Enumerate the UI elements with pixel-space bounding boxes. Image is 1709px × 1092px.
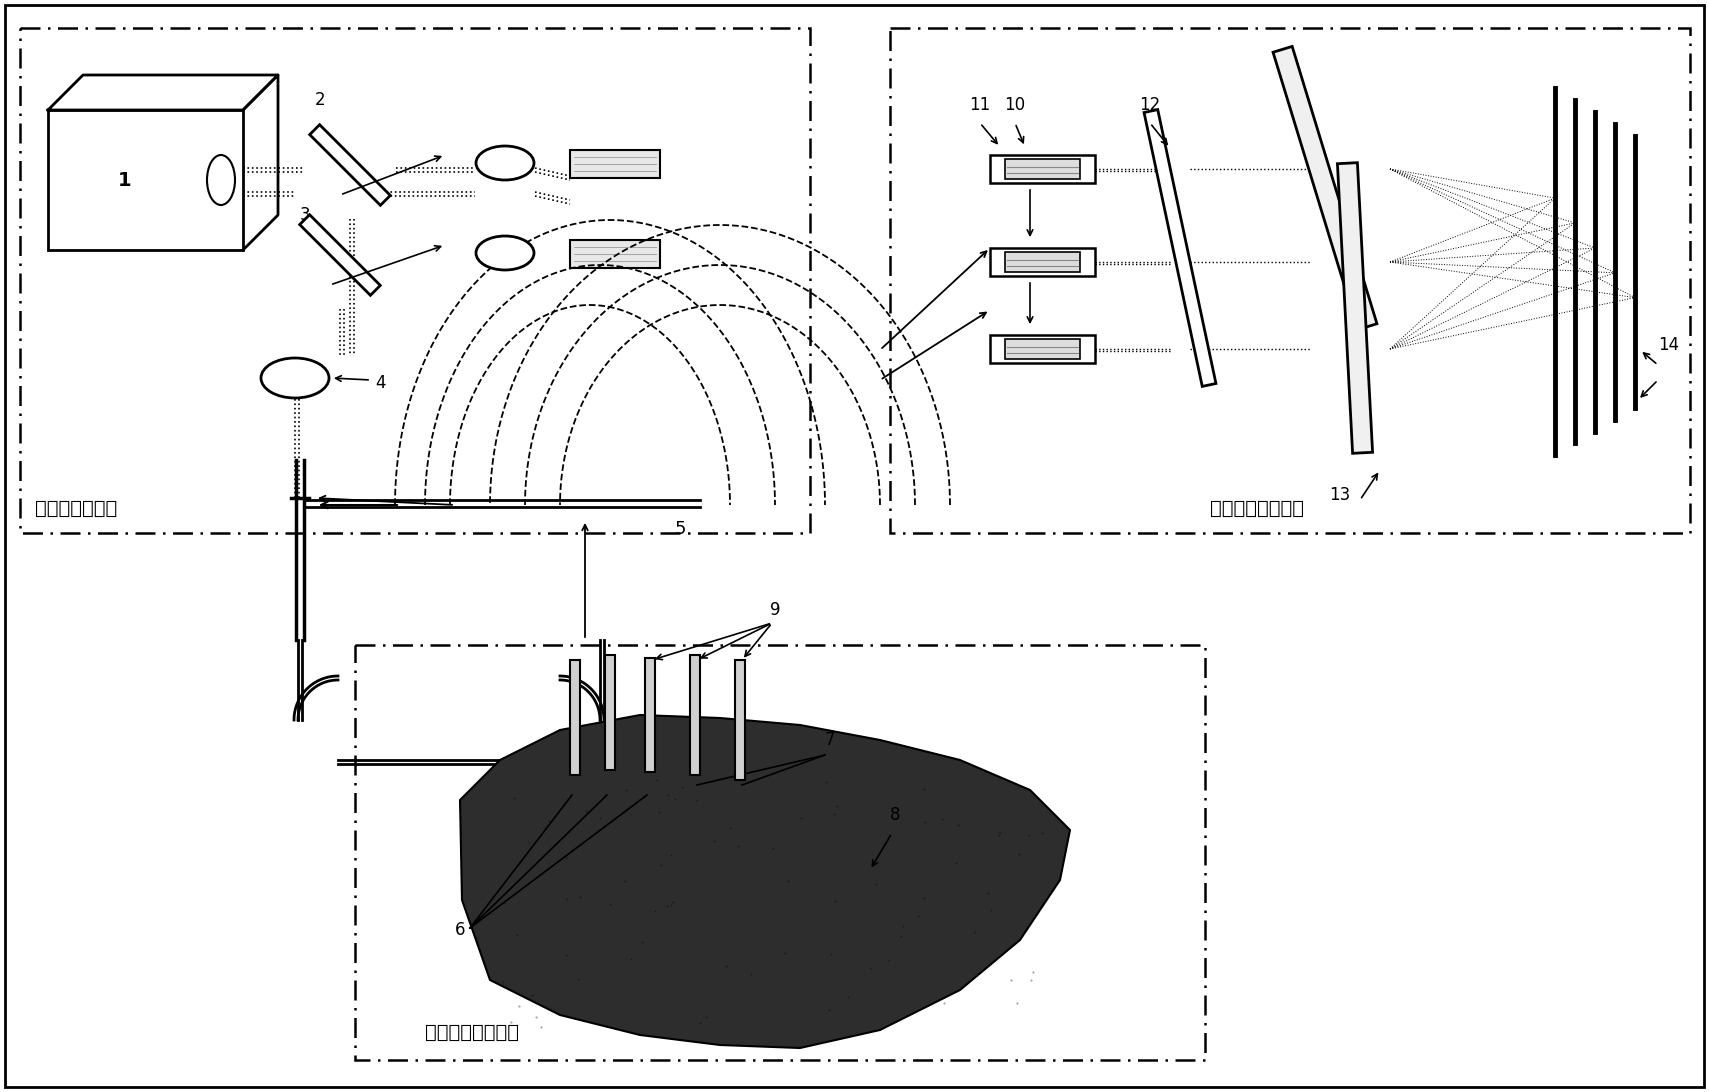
Ellipse shape: [207, 155, 236, 205]
Bar: [48, 110, 243, 250]
Bar: [890, 28, 1690, 533]
Text: 9: 9: [769, 601, 781, 619]
Bar: [571, 660, 579, 775]
Text: 6: 6: [455, 921, 465, 939]
Bar: [1005, 159, 1080, 179]
Bar: [1005, 339, 1080, 359]
Text: 11: 11: [969, 96, 991, 114]
Ellipse shape: [477, 236, 533, 270]
Bar: [571, 240, 660, 268]
Text: 7: 7: [825, 731, 836, 749]
Text: 激发光耦合部分: 激发光耦合部分: [34, 499, 118, 518]
Text: 3: 3: [299, 206, 311, 224]
Text: 激发采集探头部分: 激发采集探头部分: [426, 1023, 520, 1042]
Polygon shape: [1338, 163, 1372, 453]
Bar: [644, 658, 655, 772]
Ellipse shape: [261, 358, 330, 397]
Text: 2: 2: [314, 91, 325, 109]
Text: 10: 10: [1005, 96, 1025, 114]
Text: 8: 8: [890, 806, 901, 824]
Polygon shape: [299, 215, 381, 295]
Bar: [605, 655, 615, 770]
Text: 12: 12: [1140, 96, 1160, 114]
Bar: [990, 155, 1095, 183]
Bar: [990, 248, 1095, 276]
Bar: [1005, 252, 1080, 272]
Text: 14: 14: [1658, 336, 1680, 354]
Text: 药光采集耦合部分: 药光采集耦合部分: [1210, 499, 1304, 518]
Polygon shape: [1143, 109, 1217, 387]
Bar: [21, 28, 810, 533]
Ellipse shape: [477, 146, 533, 180]
Bar: [735, 660, 745, 780]
Text: 1: 1: [118, 170, 132, 190]
Polygon shape: [309, 124, 390, 205]
Polygon shape: [460, 715, 1070, 1048]
Text: 5: 5: [675, 520, 685, 538]
Bar: [990, 335, 1095, 363]
Bar: [571, 150, 660, 178]
Text: 4: 4: [374, 373, 386, 392]
Polygon shape: [1273, 47, 1377, 330]
Bar: [355, 645, 1205, 1060]
Bar: [690, 655, 701, 775]
Text: 13: 13: [1330, 486, 1350, 505]
